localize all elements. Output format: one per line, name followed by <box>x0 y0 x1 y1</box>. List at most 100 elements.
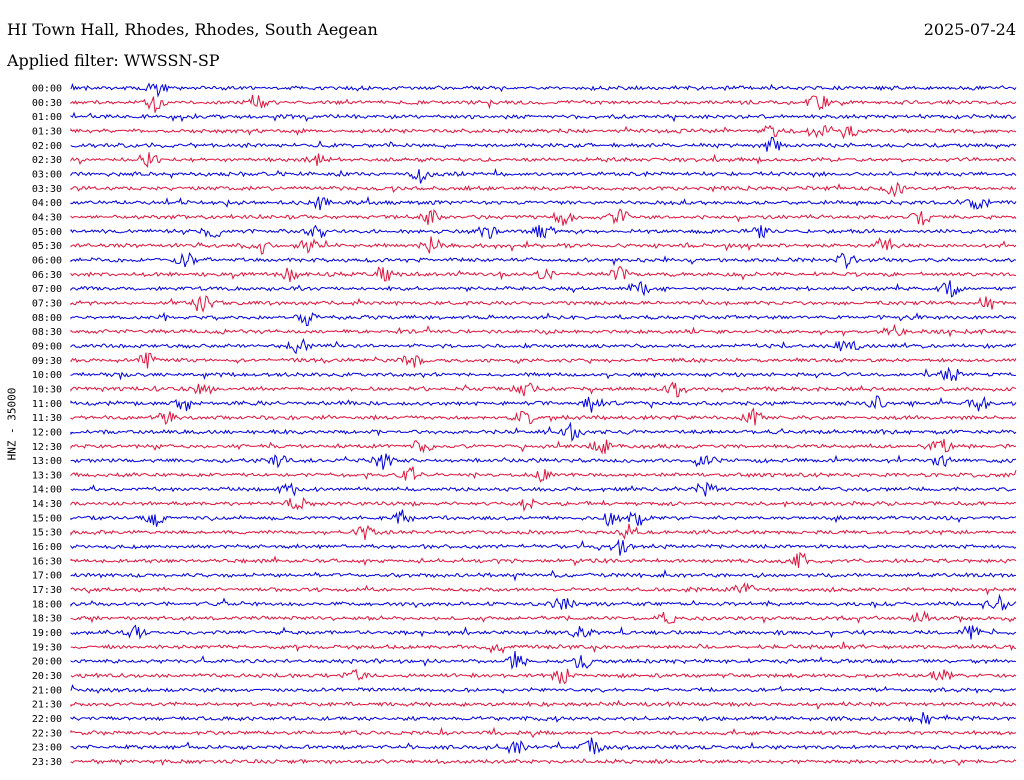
trace-line <box>70 338 1017 355</box>
time-tick-label: 09:00 <box>32 341 62 352</box>
trace-line <box>70 366 1017 382</box>
time-tick-label: 11:00 <box>32 399 62 410</box>
time-tick-label: 22:30 <box>32 728 62 739</box>
time-tick-label: 03:00 <box>32 169 62 180</box>
time-tick-label: 16:00 <box>32 542 62 553</box>
trace-line <box>70 407 1017 426</box>
time-tick-label: 11:30 <box>32 413 62 424</box>
time-tick-label: 22:00 <box>32 714 62 725</box>
time-tick-label: 18:00 <box>32 599 62 610</box>
time-tick-label: 00:00 <box>32 84 62 95</box>
trace-line <box>70 395 1017 413</box>
time-tick-label: 17:30 <box>32 585 62 596</box>
time-tick-label: 07:00 <box>32 284 62 295</box>
time-tick-label: 05:30 <box>32 241 62 252</box>
time-tick-label: 01:00 <box>32 112 62 123</box>
trace-line <box>70 737 1017 755</box>
trace-line <box>70 624 1017 640</box>
trace-line <box>70 111 1017 123</box>
time-tick-label: 08:00 <box>32 313 62 324</box>
trace-line <box>70 699 1017 711</box>
time-tick-label: 16:30 <box>32 556 62 567</box>
station-title: HI Town Hall, Rhodes, Rhodes, South Aege… <box>7 20 378 39</box>
time-tick-label: 02:00 <box>32 141 62 152</box>
trace-line <box>70 551 1017 568</box>
time-tick-label: 15:30 <box>32 528 62 539</box>
trace-line <box>70 684 1017 694</box>
trace-line <box>70 252 1017 270</box>
trace-line <box>70 668 1017 685</box>
trace-line <box>70 124 1017 140</box>
trace-line <box>70 152 1017 168</box>
trace-line <box>70 610 1017 625</box>
time-tick-label: 06:30 <box>32 270 62 281</box>
time-tick-label: 04:00 <box>32 198 62 209</box>
time-tick-label: 14:30 <box>32 499 62 510</box>
trace-line <box>70 265 1017 283</box>
time-tick-label: 07:30 <box>32 298 62 309</box>
trace-line <box>70 523 1017 540</box>
trace-line <box>70 381 1017 398</box>
trace-line <box>70 94 1017 113</box>
trace-line <box>70 136 1017 152</box>
trace-line <box>70 641 1017 655</box>
trace-line <box>70 758 1017 767</box>
trace-line <box>70 208 1017 226</box>
trace-line <box>70 236 1017 255</box>
trace-line <box>70 538 1017 556</box>
time-tick-label: 13:00 <box>32 456 62 467</box>
trace-line <box>70 568 1017 582</box>
time-tick-label: 05:00 <box>32 227 62 238</box>
time-tick-label: 13:30 <box>32 470 62 481</box>
trace-line <box>70 421 1017 442</box>
trace-line <box>70 82 1017 98</box>
trace-line <box>70 711 1017 725</box>
time-tick-label: 21:30 <box>32 700 62 711</box>
time-tick-label: 15:00 <box>32 513 62 524</box>
date-label: 2025-07-24 <box>923 20 1016 39</box>
time-tick-label: 14:00 <box>32 485 62 496</box>
time-tick-label: 04:30 <box>32 212 62 223</box>
time-tick-label: 02:30 <box>32 155 62 166</box>
trace-line <box>70 181 1017 198</box>
time-tick-label: 17:00 <box>32 571 62 582</box>
time-tick-label: 01:30 <box>32 126 62 137</box>
trace-line <box>70 280 1017 298</box>
trace-line <box>70 195 1017 211</box>
trace-line <box>70 509 1017 527</box>
trace-line <box>70 726 1017 739</box>
trace-line <box>70 481 1017 497</box>
trace-line <box>70 650 1017 671</box>
time-tick-label: 23:00 <box>32 743 62 754</box>
time-tick-label: 19:00 <box>32 628 62 639</box>
trace-line <box>70 453 1017 470</box>
time-tick-label: 10:30 <box>32 384 62 395</box>
trace-line <box>70 466 1017 483</box>
time-tick-label: 06:00 <box>32 255 62 266</box>
trace-line <box>70 323 1017 338</box>
trace-line <box>70 496 1017 513</box>
time-tick-label: 08:30 <box>32 327 62 338</box>
time-tick-label: 20:00 <box>32 657 62 668</box>
time-tick-label: 00:30 <box>32 98 62 109</box>
time-tick-label: 18:30 <box>32 614 62 625</box>
trace-line <box>70 311 1017 327</box>
trace-line <box>70 167 1017 184</box>
filter-label: Applied filter: WWSSN-SP <box>7 51 220 70</box>
time-tick-label: 21:00 <box>32 685 62 696</box>
trace-line <box>70 224 1017 239</box>
time-tick-label: 03:30 <box>32 184 62 195</box>
time-tick-label: 19:30 <box>32 642 62 653</box>
time-tick-label: 12:30 <box>32 442 62 453</box>
time-tick-label: 12:00 <box>32 427 62 438</box>
time-tick-label: 23:30 <box>32 757 62 768</box>
time-tick-label: 20:30 <box>32 671 62 682</box>
trace-line <box>70 582 1017 596</box>
trace-line <box>70 352 1017 369</box>
trace-line <box>70 593 1017 611</box>
time-tick-label: 10:00 <box>32 370 62 381</box>
trace-line <box>70 295 1017 313</box>
time-tick-label: 09:30 <box>32 356 62 367</box>
trace-line <box>70 438 1017 455</box>
